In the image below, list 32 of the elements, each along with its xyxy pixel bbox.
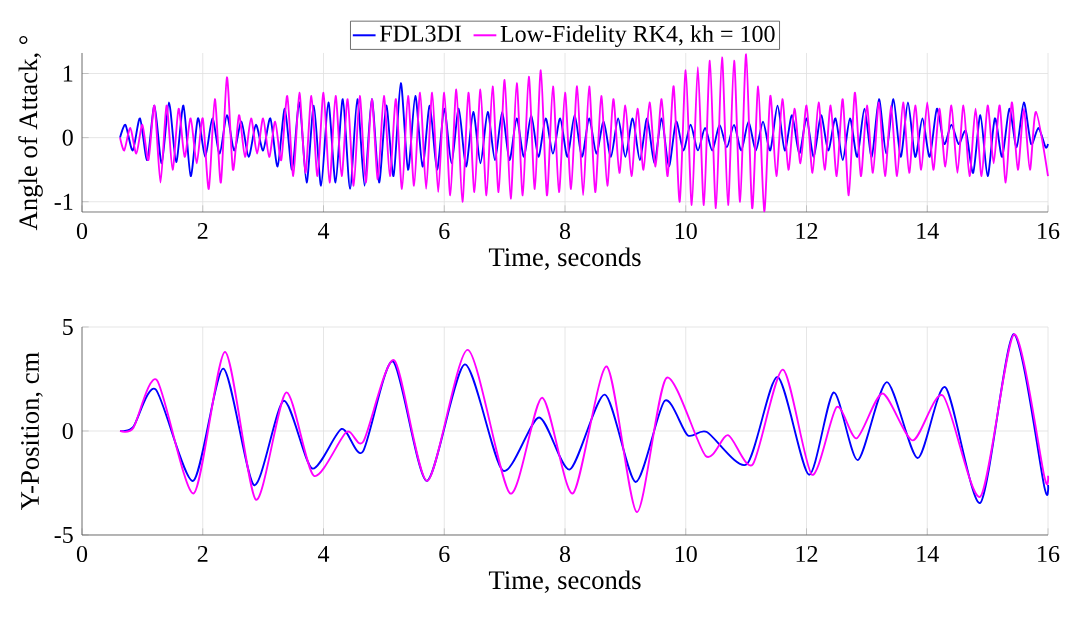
x-tick-label: 16 <box>1038 222 1060 240</box>
line-series <box>119 53 1049 213</box>
x-tick-label: 0 <box>76 545 88 563</box>
x-tick-label: 2 <box>197 222 208 239</box>
x-tick-label: 16 <box>1038 545 1060 563</box>
x-tick-label: 4 <box>317 545 330 562</box>
legend-label: FDL3DI <box>379 25 462 42</box>
x-tick-label: 6 <box>439 222 450 240</box>
y-tick-label: 5 <box>63 319 73 335</box>
y-tick-label: 0 <box>62 129 73 146</box>
x-tick-label: 2 <box>197 545 208 562</box>
x-tick-label: 14 <box>917 222 939 239</box>
legend-label: Low-Fidelity RK4, kh = 100 <box>500 25 775 47</box>
x-axis-title: Time, seconds <box>488 570 641 593</box>
y-axis-title: Angle of Attack, ° <box>18 35 43 231</box>
x-tick-label: 8 <box>559 545 571 563</box>
x-tick-label: 8 <box>559 222 571 240</box>
x-tick-label: 10 <box>675 545 697 563</box>
x-tick-label: 12 <box>796 545 818 562</box>
y-tick-label: 0 <box>62 422 73 440</box>
x-tick-label: 10 <box>675 222 697 240</box>
y-tick-label: -1 <box>54 193 73 210</box>
x-axis-title: Time, seconds <box>488 247 641 270</box>
x-tick-label: 6 <box>439 545 450 563</box>
x-tick-label: 0 <box>76 222 88 240</box>
y-axis-title: Y-Position, cm <box>21 352 43 510</box>
x-tick-label: 14 <box>917 545 939 562</box>
line-series <box>119 82 1049 190</box>
y-tick-label: -5 <box>54 527 73 543</box>
y-tick-label: 1 <box>63 65 73 82</box>
x-tick-label: 12 <box>796 222 818 239</box>
x-tick-label: 4 <box>317 222 330 239</box>
